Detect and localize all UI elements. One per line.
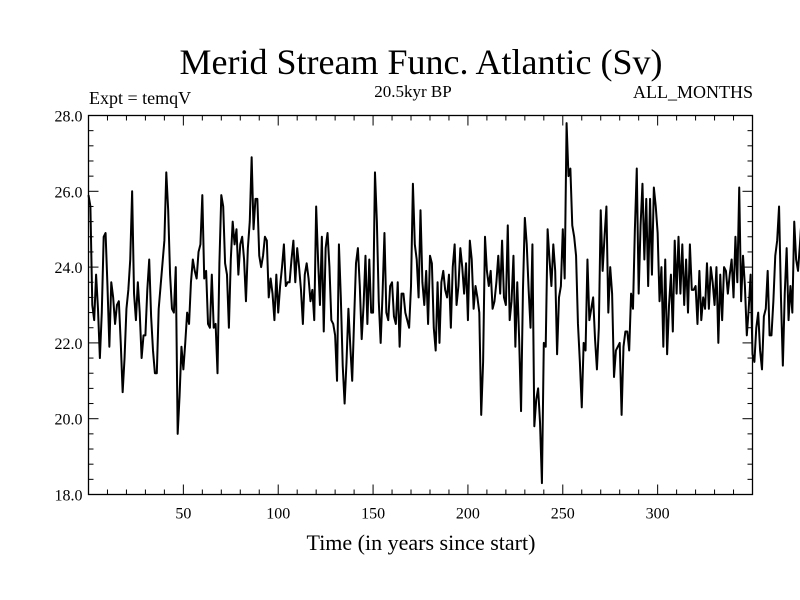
- axis-ticks: [88, 115, 753, 495]
- period-label: 20.5kyr BP: [374, 82, 451, 101]
- y-tick-label: 18.0: [55, 488, 83, 505]
- x-tick-label: 200: [456, 506, 480, 523]
- y-tick-labels: 18.0 20.0 22.0 24.0 26.0 28.0: [55, 109, 83, 505]
- months-label: ALL_MONTHS: [633, 82, 753, 102]
- x-tick-labels: 50 100 150 200 250 300: [175, 506, 669, 523]
- x-tick-label: 250: [551, 506, 575, 523]
- plot-frame: [87, 114, 754, 496]
- chart-title: Merid Stream Func. Atlantic (Sv): [180, 42, 663, 82]
- data-series-line: [87, 122, 800, 485]
- y-tick-label: 26.0: [55, 184, 83, 201]
- x-tick-label: 100: [266, 506, 290, 523]
- experiment-label: Expt = temqV: [89, 88, 191, 108]
- x-tick-label: 150: [361, 506, 385, 523]
- x-tick-label: 50: [175, 506, 191, 523]
- y-tick-label: 22.0: [55, 336, 83, 353]
- y-tick-label: 20.0: [55, 412, 83, 429]
- y-tick-label: 28.0: [55, 109, 83, 126]
- y-tick-label: 24.0: [55, 260, 83, 277]
- x-tick-label: 300: [646, 506, 670, 523]
- x-axis-label: Time (in years since start): [307, 530, 536, 555]
